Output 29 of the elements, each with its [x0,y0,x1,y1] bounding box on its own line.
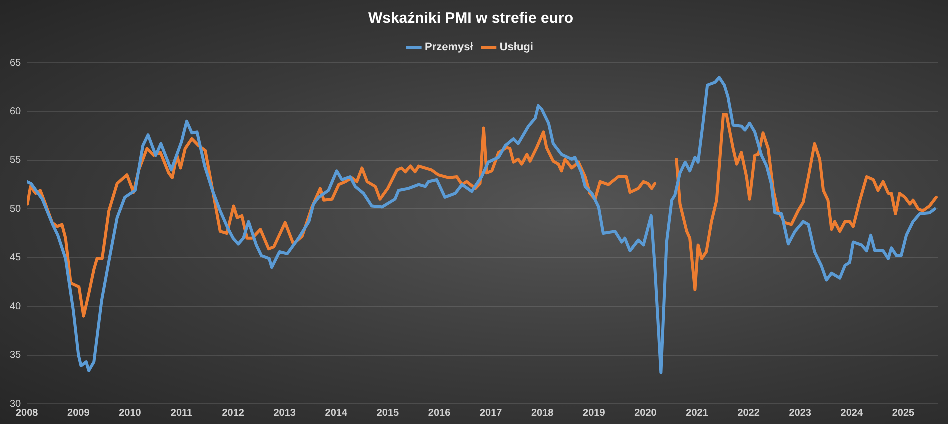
chart-title: Wskaźniki PMI w strefie euro [368,10,574,28]
x-tick-label: 2011 [170,408,194,419]
y-tick-label: 35 [10,350,22,362]
x-tick-label: 2018 [531,408,554,419]
x-tick-label: 2008 [16,408,39,419]
x-tick-label: 2013 [274,408,296,419]
x-tick-label: 2010 [119,408,142,419]
x-tick-label: 2025 [892,408,916,419]
x-tick-label: 2015 [376,408,400,419]
legend-label: Przemysł [425,42,474,54]
x-tick-label: 2019 [583,408,606,419]
x-tick-label: 2009 [68,408,90,419]
x-tick-label: 2023 [789,408,812,419]
x-tick-label: 2024 [840,408,864,419]
legend-label: Usługi [500,42,534,54]
y-tick-label: 65 [10,58,22,69]
y-tick-label: 55 [10,155,22,166]
x-tick-label: 2014 [325,408,348,419]
y-tick-label: 45 [10,252,22,264]
y-tick-label: 60 [10,106,22,118]
y-tick-label: 30 [10,398,22,410]
y-tick-label: 50 [10,204,22,215]
x-tick-label: 2022 [738,408,760,419]
x-tick-label: 2021 [686,408,709,419]
x-tick-label: 2016 [428,408,452,419]
y-tick-label: 40 [10,301,22,312]
x-tick-label: 2017 [480,408,503,419]
x-tick-label: 2012 [222,408,245,419]
x-tick-label: 2020 [634,408,658,419]
